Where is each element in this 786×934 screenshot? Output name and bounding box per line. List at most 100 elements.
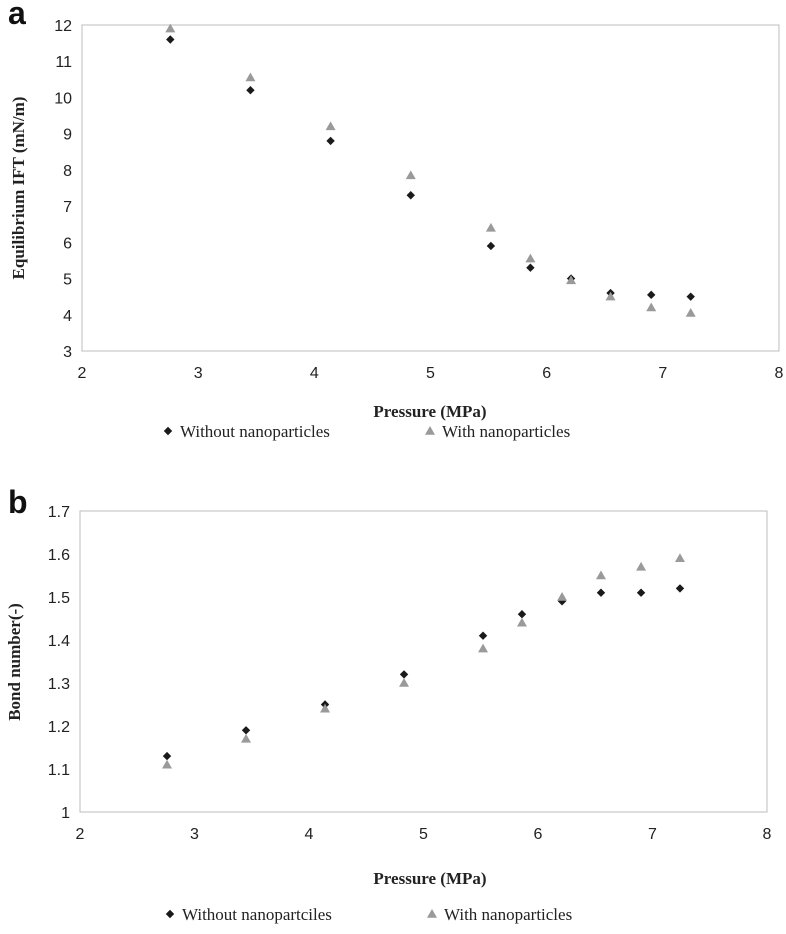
y-axis-label-b: Bond number(-) — [5, 603, 24, 721]
x-tick-labels-a: 2 3 4 5 6 7 8 — [78, 365, 784, 382]
x-axis-label-a: Pressure (MPa) — [373, 402, 486, 421]
x-tick-b-2: 2 — [76, 826, 85, 843]
x-tick-b-4: 4 — [305, 826, 314, 843]
legend-b: Without nanopartciles With nanoparticles — [165, 905, 572, 924]
point-a-0-0 — [166, 35, 175, 44]
point-a-0-8 — [647, 290, 656, 300]
point-b-1-6 — [557, 592, 568, 601]
legend-a: Without nanoparticles With nanoparticles — [163, 422, 570, 441]
point-b-0-7 — [596, 588, 606, 597]
y-tick-a-10: 10 — [54, 90, 72, 107]
point-a-0-1 — [246, 86, 255, 95]
y-tick-a-9: 9 — [63, 127, 72, 144]
point-b-0-3 — [399, 670, 409, 679]
plot-area-a — [81, 24, 780, 352]
point-b-1-3 — [399, 678, 410, 687]
point-b-1-8 — [636, 561, 647, 571]
series-b-0 — [162, 584, 685, 761]
point-a-1-3 — [405, 170, 416, 180]
point-b-0-6 — [557, 597, 567, 606]
x-tick-a-3: 3 — [194, 365, 203, 382]
y-axis-label-a: Equilibrium IFT (mN/m) — [9, 97, 28, 280]
point-a-1-6 — [566, 275, 577, 285]
y-tick-b-1.1: 1.1 — [48, 762, 70, 779]
x-tick-b-7: 7 — [648, 826, 657, 843]
y-tick-b-1.4: 1.4 — [48, 633, 70, 650]
x-tick-a-2: 2 — [78, 365, 87, 382]
point-a-0-5 — [526, 263, 535, 272]
point-a-0-4 — [486, 241, 496, 251]
legend-marker-b-1 — [427, 909, 437, 918]
point-a-1-4 — [485, 222, 496, 232]
x-tick-a-5: 5 — [426, 365, 435, 382]
y-tick-b-1.3: 1.3 — [48, 676, 70, 693]
legend-label-a-0: Without nanoparticles — [180, 422, 330, 441]
point-a-1-1 — [245, 72, 256, 82]
point-b-0-1 — [241, 726, 251, 735]
series-b-1 — [162, 553, 685, 769]
x-tick-b-8: 8 — [763, 826, 772, 843]
point-b-1-9 — [674, 553, 685, 563]
point-a-1-8 — [646, 302, 657, 312]
point-b-0-9 — [675, 584, 685, 593]
point-a-1-2 — [325, 121, 336, 131]
point-b-1-0 — [162, 759, 173, 769]
x-tick-b-6: 6 — [534, 826, 543, 843]
point-b-1-7 — [595, 570, 606, 580]
y-tick-b-1.5: 1.5 — [48, 590, 70, 607]
legend-label-b-1: With nanoparticles — [444, 905, 572, 924]
x-tick-b-5: 5 — [419, 826, 428, 843]
x-tick-b-3: 3 — [190, 826, 199, 843]
x-tick-a-6: 6 — [542, 365, 551, 382]
point-b-1-5 — [516, 617, 527, 627]
point-b-0-8 — [636, 588, 646, 597]
legend-marker-a-1 — [425, 426, 435, 435]
point-b-0-5 — [517, 610, 527, 619]
y-tick-b-1: 1 — [61, 805, 70, 822]
y-tick-b-1.6: 1.6 — [48, 547, 70, 564]
y-tick-a-12: 12 — [54, 18, 72, 35]
legend-marker-a-0 — [163, 426, 173, 436]
panel-label-b: b — [8, 484, 28, 520]
y-tick-b-1.2: 1.2 — [48, 719, 70, 736]
y-tick-labels-a: 3 4 5 6 7 8 9 10 11 12 — [54, 18, 72, 361]
y-tick-a-3: 3 — [63, 344, 72, 361]
legend-label-b-0: Without nanopartciles — [182, 905, 332, 924]
point-b-1-2 — [320, 703, 331, 713]
x-tick-a-7: 7 — [658, 365, 667, 382]
point-a-0-2 — [326, 136, 335, 146]
point-b-1-4 — [478, 643, 489, 653]
point-a-1-5 — [525, 253, 536, 263]
legend-label-a-1: With nanoparticles — [442, 422, 570, 441]
y-tick-labels-b: 1 1.1 1.2 1.3 1.4 1.5 1.6 1.7 — [48, 504, 70, 822]
point-a-1-7 — [605, 291, 616, 301]
x-tick-labels-b: 2 3 4 5 6 7 8 — [76, 826, 772, 843]
series-a-1 — [165, 23, 696, 317]
y-tick-a-7: 7 — [63, 199, 72, 216]
y-tick-a-5: 5 — [63, 272, 72, 289]
x-tick-a-8: 8 — [775, 365, 784, 382]
chart-panel-b: b 2 3 4 5 6 7 8 1 1.1 1.2 1.3 1.4 1.5 1.6 1.7 Pressur… — [5, 484, 772, 924]
y-tick-a-4: 4 — [63, 308, 72, 325]
y-tick-b-1.7: 1.7 — [48, 504, 70, 521]
x-axis-label-b: Pressure (MPa) — [373, 869, 486, 888]
panel-label-a: a — [8, 0, 26, 31]
point-b-1-1 — [241, 733, 252, 743]
point-b-0-0 — [162, 751, 172, 761]
data-points-a — [165, 23, 696, 317]
point-a-1-0 — [165, 23, 176, 33]
point-a-0-9 — [686, 292, 695, 301]
y-tick-a-6: 6 — [63, 235, 72, 252]
y-tick-a-8: 8 — [63, 163, 72, 180]
x-tick-a-4: 4 — [310, 365, 319, 382]
point-b-0-4 — [478, 631, 488, 640]
data-points-b — [162, 553, 685, 769]
legend-marker-b-0 — [165, 909, 175, 919]
plot-area-b — [79, 510, 768, 813]
point-a-0-3 — [406, 191, 415, 200]
series-a-0 — [166, 35, 695, 301]
y-tick-a-11: 11 — [55, 54, 72, 71]
point-a-1-9 — [685, 307, 696, 317]
